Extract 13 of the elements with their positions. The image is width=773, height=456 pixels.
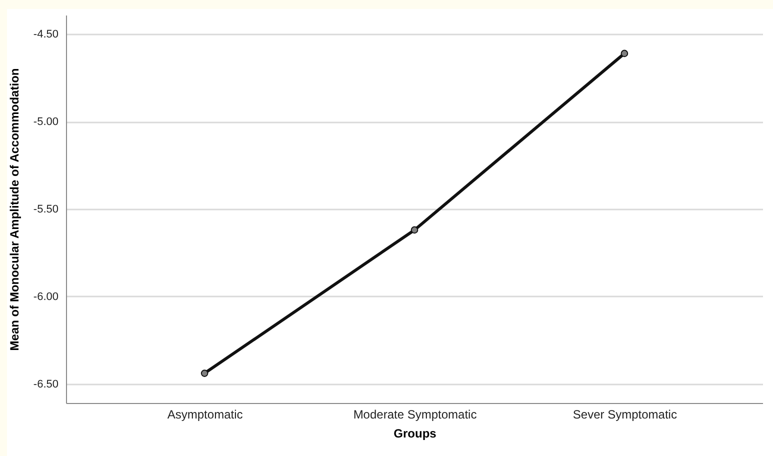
point [200,370,208,377]
point [620,50,628,58]
y-axis-title: Mean of Monocular Amplitude of Accommodation [7,68,22,351]
x-tick-label: Asymptomatic [167,408,243,422]
point [410,226,418,234]
y-tick-label: -5.50 [33,204,58,216]
x-tick-label: Moderate Symptomatic [353,408,477,422]
x-axis-title: Groups [394,426,437,440]
x-tick-label: Sever Symptomatic [572,408,677,422]
y-tick-label: -4.50 [33,28,58,41]
y-tick-label: -6.50 [33,378,58,390]
y-tick-label: -6.00 [33,290,58,303]
y-tick-label: -5.00 [33,116,58,128]
